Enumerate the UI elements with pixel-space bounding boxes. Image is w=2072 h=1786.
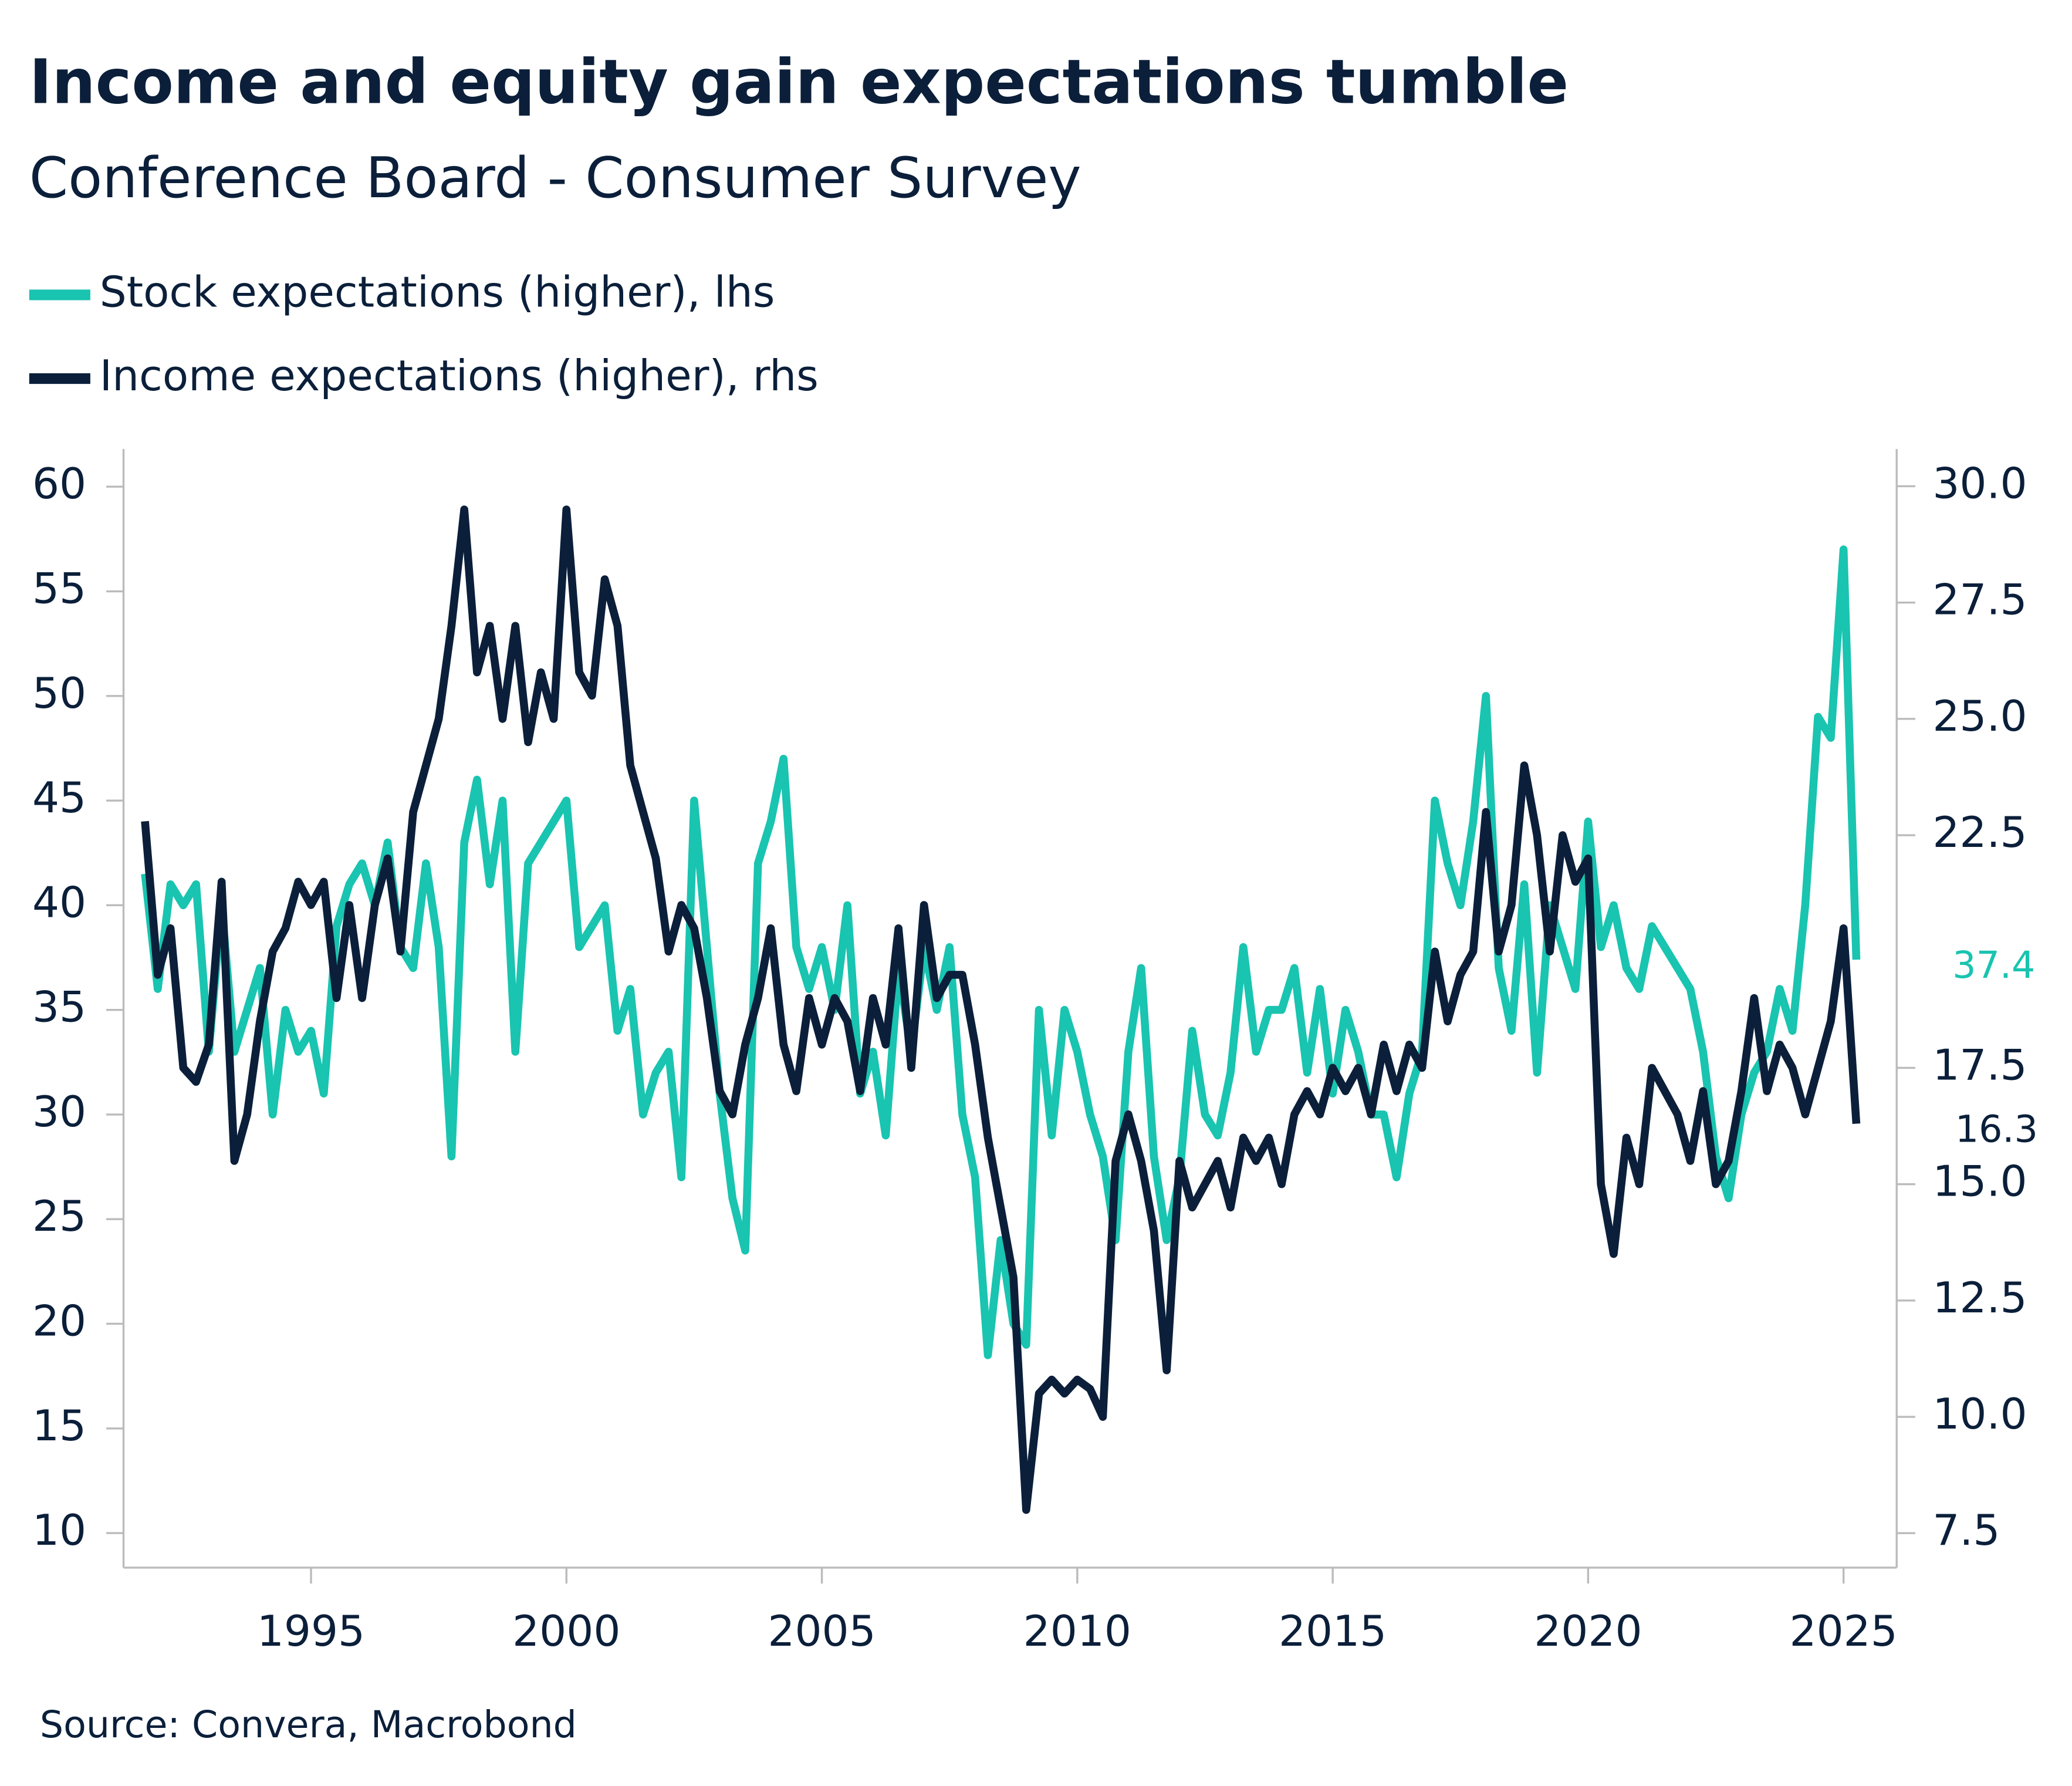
- y2-tick-label: 10.0: [1932, 1390, 2027, 1439]
- y2-tick-label: 25.0: [1932, 692, 2027, 741]
- x-tick-label: 2025: [1790, 1607, 1898, 1656]
- y-tick-label: 30: [32, 1088, 86, 1137]
- end-value-label: 16.3: [1955, 1108, 2038, 1151]
- end-value-label: 37.4: [1952, 943, 2035, 987]
- y-tick-label: 55: [32, 565, 86, 614]
- y2-tick-label: 22.5: [1932, 808, 2027, 857]
- x-tick-label: 2020: [1534, 1607, 1642, 1656]
- x-tick-label: 2000: [512, 1607, 620, 1656]
- y-tick-label: 15: [32, 1402, 86, 1451]
- chart-subtitle: Conference Board - Consumer Survey: [29, 146, 1081, 211]
- y-tick-label: 10: [32, 1506, 86, 1555]
- x-tick-label: 2010: [1023, 1607, 1131, 1656]
- x-tick-label: 2005: [768, 1607, 876, 1656]
- x-tick-label: 2015: [1279, 1607, 1387, 1656]
- legend-label: Stock expectations (higher), lhs: [100, 268, 775, 318]
- y2-tick-label: 30.0: [1932, 459, 2027, 508]
- legend-label: Income expectations (higher), rhs: [100, 352, 819, 401]
- series-line: [141, 505, 1861, 1514]
- y2-tick-label: 15.0: [1932, 1157, 2027, 1207]
- y-tick-label: 45: [32, 774, 86, 823]
- y-tick-label: 40: [32, 878, 86, 927]
- y-tick-label: 50: [32, 669, 86, 718]
- y2-tick-label: 17.5: [1932, 1041, 2027, 1090]
- source-note: Source: Convera, Macrobond: [40, 1703, 577, 1746]
- y2-tick-label: 27.5: [1932, 576, 2027, 625]
- x-tick-label: 1995: [257, 1607, 365, 1656]
- y-tick-label: 20: [32, 1297, 86, 1346]
- y-tick-label: 60: [32, 460, 86, 509]
- chart-title: Income and equity gain expectations tumb…: [29, 46, 1569, 117]
- y-tick-label: 25: [32, 1192, 86, 1241]
- series-line: [141, 545, 1861, 1359]
- y2-tick-label: 7.5: [1932, 1506, 2000, 1555]
- y2-tick-label: 12.5: [1932, 1274, 2027, 1323]
- y-tick-label: 35: [32, 983, 86, 1032]
